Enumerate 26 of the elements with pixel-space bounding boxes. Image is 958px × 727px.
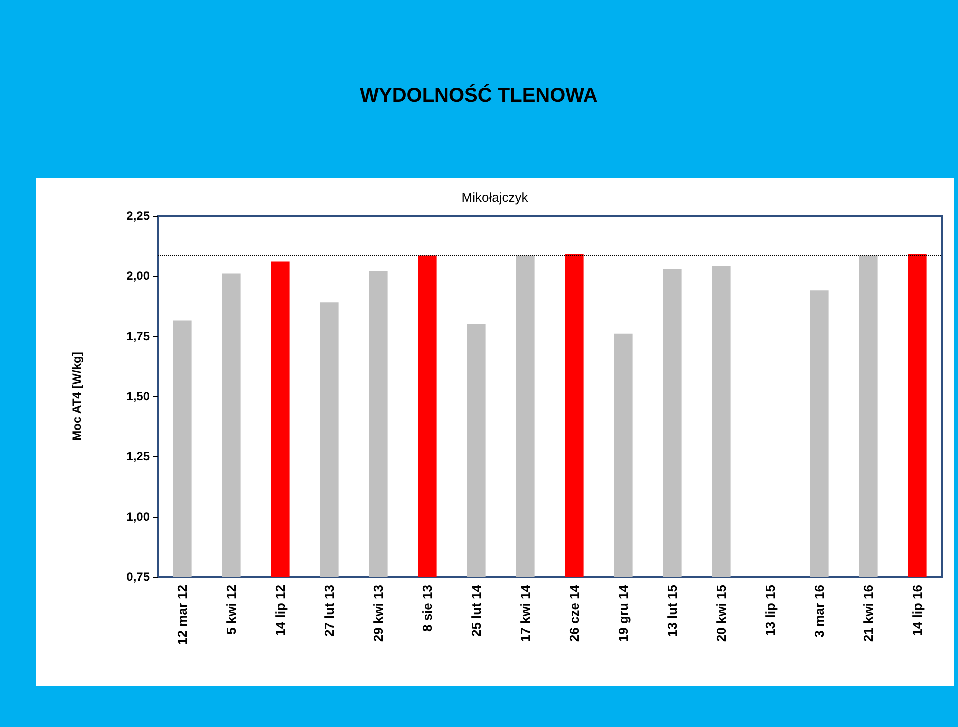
x-tick-label: 8 sie 13 [420, 585, 435, 632]
y-tick-label: 1,50 [126, 390, 150, 404]
x-tick-label: 25 lut 14 [469, 584, 484, 638]
x-tick-label: 19 gru 14 [616, 584, 631, 642]
x-tick-label: 21 kwi 16 [861, 585, 876, 642]
x-tick-label: 13 lut 15 [665, 585, 680, 638]
x-tick-label: 14 lip 12 [273, 585, 288, 636]
x-tick-label: 29 kwi 13 [371, 585, 386, 642]
x-tick-label: 3 mar 16 [812, 585, 827, 638]
y-tick-label: 0,75 [126, 570, 150, 584]
x-tick-label: 13 lip 15 [763, 585, 778, 636]
y-axis-title: Moc AT4 [W/kg] [70, 352, 84, 441]
y-tick-label: 2,00 [126, 269, 150, 284]
y-tick-label: 2,25 [126, 209, 150, 223]
x-tick-label: 20 kwi 15 [714, 585, 729, 642]
y-tick-label: 1,75 [126, 329, 150, 344]
x-tick-label: 27 lut 13 [322, 585, 337, 638]
x-tick-label: 5 kwi 12 [224, 585, 239, 635]
chart-subtitle: Mikołajczyk [462, 190, 529, 205]
y-tick-label: 1,25 [126, 450, 150, 464]
chart-title: WYDOLNOŚĆ TLENOWA [359, 85, 599, 108]
x-tick-label: 26 cze 14 [567, 584, 582, 642]
x-tick-label: 17 kwi 14 [518, 584, 533, 642]
y-tick-label: 1,00 [126, 510, 150, 524]
x-tick-label: 12 mar 12 [175, 585, 190, 645]
x-tick-label: 14 lip 16 [910, 585, 925, 636]
